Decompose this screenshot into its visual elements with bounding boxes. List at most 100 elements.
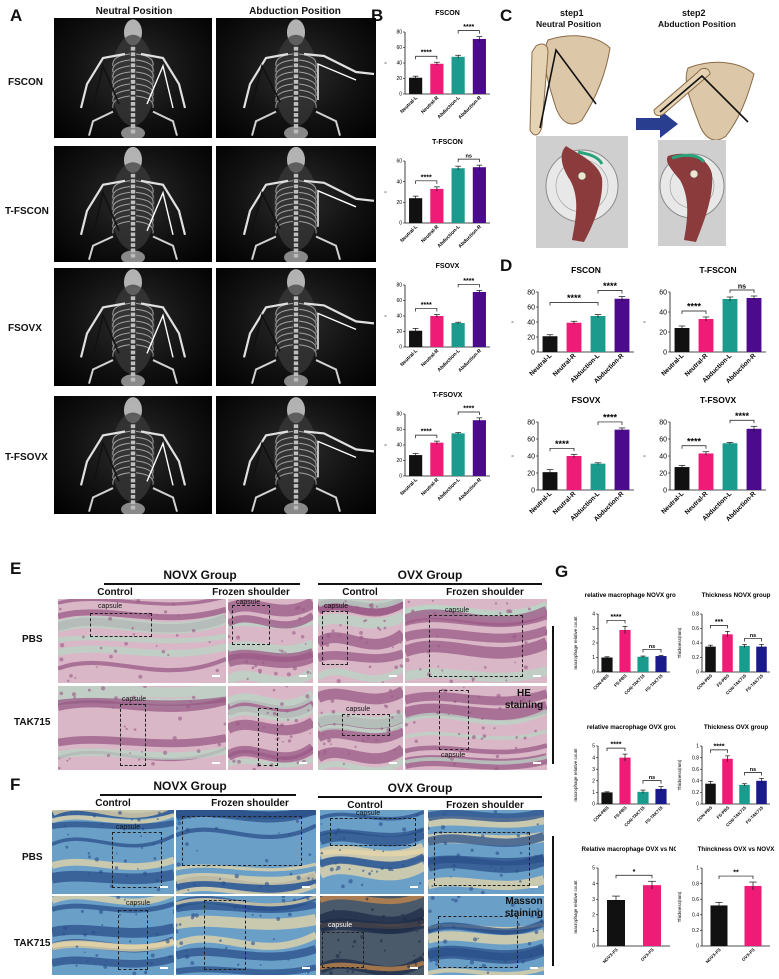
chart-d-t-fscon: T-FSCON0204060°Neutral-LNeutral-RAbducti…: [644, 265, 766, 385]
capsule-label: capsule: [324, 603, 349, 610]
bar: [619, 757, 631, 804]
significance-bracket: [457, 158, 480, 163]
y-tick-label: 0.6: [692, 626, 699, 632]
x-tick-label: FS-TAK715: [644, 805, 664, 825]
masson-novx-control-tak715: capsule: [52, 896, 174, 975]
y-tick-label: 0.6: [692, 897, 699, 903]
y-axis-label: macrophage relative count: [573, 748, 578, 802]
bar: [472, 167, 486, 223]
column-header-abduction: Abduction Position: [249, 6, 341, 17]
y-tick-label: 60: [527, 304, 535, 311]
step1-label: step1: [560, 8, 584, 18]
panel-letter-d: D: [500, 256, 513, 275]
x-tick-label: FS-TAK715: [644, 673, 664, 693]
significance-bracket: [615, 874, 653, 879]
x-tick-label: FS-PBS: [716, 673, 731, 688]
y-axis-label: Thickness(mm): [677, 627, 682, 658]
x-tick-label: NOVX-FS: [602, 947, 619, 964]
y-tick-label: 1: [696, 866, 699, 872]
step1-position: Neutral Position: [536, 19, 602, 29]
significance-label: ****: [603, 281, 618, 291]
bar: [451, 56, 465, 94]
chart-title: relative macrophage OVX group: [587, 724, 676, 731]
chart-title: T-FSCON: [699, 265, 736, 275]
bar: [744, 885, 762, 946]
y-tick-label: 0: [663, 349, 667, 356]
y-tick-label: 0: [399, 92, 402, 98]
capsule-roi-box: [434, 832, 530, 886]
he-staining-label: HE staining: [502, 688, 546, 712]
scale-bar: [533, 675, 541, 677]
bar: [614, 429, 630, 490]
chart-title: relative macrophage NOVX group: [585, 592, 676, 599]
f-sub-frozen-novx: Frozen shoulder: [211, 798, 289, 809]
chart-g-thickness-ovx: Thickness OVX group 0 0.2 0.4 0.6 0.8 1 Thickne…: [677, 724, 770, 828]
masson-staining-line2: staining: [504, 908, 544, 919]
x-tick-label: FS-PBS: [613, 805, 628, 820]
y-tick-label: 0: [592, 944, 595, 950]
bar: [590, 463, 606, 490]
bar: [619, 629, 631, 672]
y-tick-label: 20: [527, 470, 535, 477]
y-tick-label: 1: [592, 928, 595, 934]
y-tick-label: 0.4: [692, 778, 699, 784]
significance-label: *: [633, 869, 636, 876]
y-tick-label: 2: [592, 778, 595, 784]
masson-novx-frozen-pbs: [176, 810, 316, 894]
masson-ovx-frozen-tak715: [428, 896, 544, 975]
y-axis-label: Thickness(mm): [677, 759, 682, 790]
significance-bracket: [597, 421, 623, 425]
scale-bar: [530, 886, 538, 888]
significance-label: ****: [463, 406, 474, 413]
y-tick-label: 60: [396, 427, 402, 433]
bar: [409, 77, 423, 94]
y-tick-label: 60: [527, 436, 535, 443]
bar: [655, 788, 667, 804]
neutral-position-photo: [536, 136, 628, 248]
significance-bracket: [457, 30, 480, 34]
x-tick-label: OVX-FS: [741, 947, 756, 962]
significance-bracket: [457, 411, 480, 415]
bar: [607, 899, 625, 946]
bar: [601, 657, 613, 672]
x-tick-label: Neutral-R: [420, 477, 440, 497]
masson-staining-line1: Masson: [505, 896, 543, 907]
significance-bracket: [549, 447, 575, 452]
x-tick-label: Abduction-R: [457, 95, 483, 121]
chart-title: Thickness NOVX group: [702, 592, 771, 599]
significance-label: ****: [463, 24, 474, 31]
he-novx-control-tak715: capsule: [58, 686, 226, 770]
bar: [705, 783, 716, 804]
capsule-roi-box: [204, 900, 246, 970]
f-group-ovx: OVX Group: [387, 781, 453, 795]
masson-novx-control-pbs: capsule: [52, 810, 174, 894]
y-tick-label: 60: [396, 159, 402, 165]
bar: [698, 453, 714, 490]
x-tick-label: CON-PBS: [592, 673, 610, 691]
y-tick-label: 60: [659, 289, 667, 296]
masson-bracket-line: [552, 836, 554, 966]
scale-bar: [302, 886, 310, 888]
capsule-roi-box: [120, 704, 146, 766]
significance-bracket: [729, 419, 755, 424]
bar: [472, 38, 486, 94]
chart-d-t-fsovx: T-FSOVX020406080°Neutral-LNeutral-RAbduc…: [644, 395, 766, 523]
x-tick-label: NOVX-FS: [705, 947, 722, 964]
y-axis-label: °: [512, 320, 518, 323]
y-tick-label: 0: [531, 487, 535, 494]
y-tick-label: 80: [527, 289, 535, 296]
significance-label: ****: [421, 174, 432, 181]
y-tick-label: 20: [396, 458, 402, 464]
capsule-label: capsule: [328, 922, 353, 929]
significance-label: ns: [750, 633, 756, 639]
bar: [722, 634, 733, 672]
bar: [451, 322, 465, 347]
bar: [451, 168, 465, 223]
significance-label: ****: [421, 302, 432, 309]
e-group-ovx: OVX Group: [397, 568, 463, 582]
y-tick-label: 40: [396, 314, 402, 320]
significance-label: ****: [687, 302, 702, 312]
abduction-angle-line: [659, 74, 749, 123]
y-tick-label: 1: [592, 790, 595, 796]
significance-bracket: [729, 289, 755, 293]
